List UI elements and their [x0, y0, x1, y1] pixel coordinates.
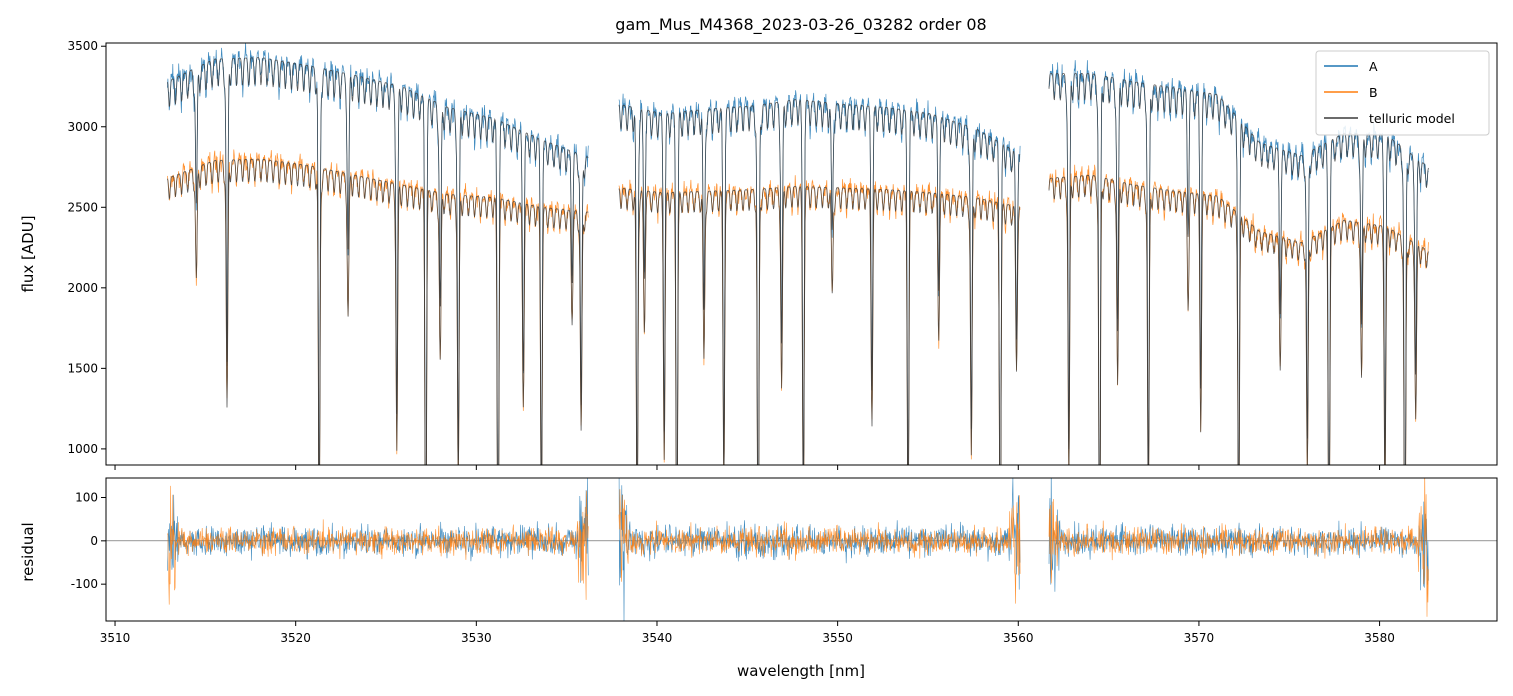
telluric-model-line-a: [167, 57, 589, 465]
wavelength-tick-label: 3570: [1184, 631, 1215, 645]
residual-axis-label: residual: [19, 522, 37, 581]
telluric-model-line-b: [618, 185, 1021, 465]
wavelength-tick-label: 3560: [1003, 631, 1034, 645]
wavelength-tick-label: 3550: [822, 631, 853, 645]
flux-tick-label: 2000: [67, 281, 98, 295]
series-b-line: [1048, 164, 1429, 465]
wavelength-tick-label: 3580: [1364, 631, 1395, 645]
legend-label-b: B: [1369, 85, 1378, 100]
residual-b-line: [618, 489, 1021, 604]
flux-tick-label: 3500: [67, 39, 98, 53]
series-b-line: [618, 175, 1021, 465]
flux-tick-label: 1000: [67, 442, 98, 456]
wavelength-tick-label: 3520: [280, 631, 311, 645]
wavelength-axis-label: wavelength [nm]: [737, 662, 865, 680]
residual-panel: -100 0 100 3510 3520 3530 3540 3550 3560 3570 358…: [19, 477, 1498, 645]
wavelength-tick-label: 3510: [100, 631, 131, 645]
flux-tick-label: 1500: [67, 361, 98, 375]
wavelength-tick-label: 3540: [642, 631, 673, 645]
spectrum-panel: 1000 1500 2000 2500 3000 3500 flux [ADU] A B …: [19, 39, 1498, 470]
residual-tick-label: 100: [75, 491, 98, 505]
residual-a-line: [1048, 478, 1429, 592]
residual-tick-label: 0: [90, 534, 98, 548]
legend-box: [1315, 50, 1490, 136]
series-a-line: [618, 90, 1021, 465]
residual-a-line: [167, 478, 589, 583]
spectrum-panel-frame: [105, 42, 1498, 466]
flux-tick-label: 2500: [67, 200, 98, 214]
residual-panel-frame: [105, 477, 1498, 622]
series-a-line: [1048, 60, 1429, 465]
telluric-model-line-b: [167, 158, 589, 465]
telluric-model-line-a: [618, 98, 1021, 465]
telluric-model-line-b: [1048, 174, 1429, 465]
legend: A B telluric model: [1315, 50, 1490, 136]
flux-tick-label: 3000: [67, 120, 98, 134]
telluric-model-line-a: [1048, 73, 1429, 465]
wavelength-tick-label: 3530: [461, 631, 492, 645]
residual-b-line: [167, 485, 589, 605]
residual-b-line: [1048, 478, 1429, 617]
residual-tick-label: -100: [71, 577, 98, 591]
legend-label-a: A: [1369, 59, 1378, 74]
legend-label-telluric: telluric model: [1369, 111, 1455, 126]
flux-axis-label: flux [ADU]: [19, 215, 37, 292]
chart-title: gam_Mus_M4368_2023-03-26_03282 order 08: [615, 15, 986, 35]
